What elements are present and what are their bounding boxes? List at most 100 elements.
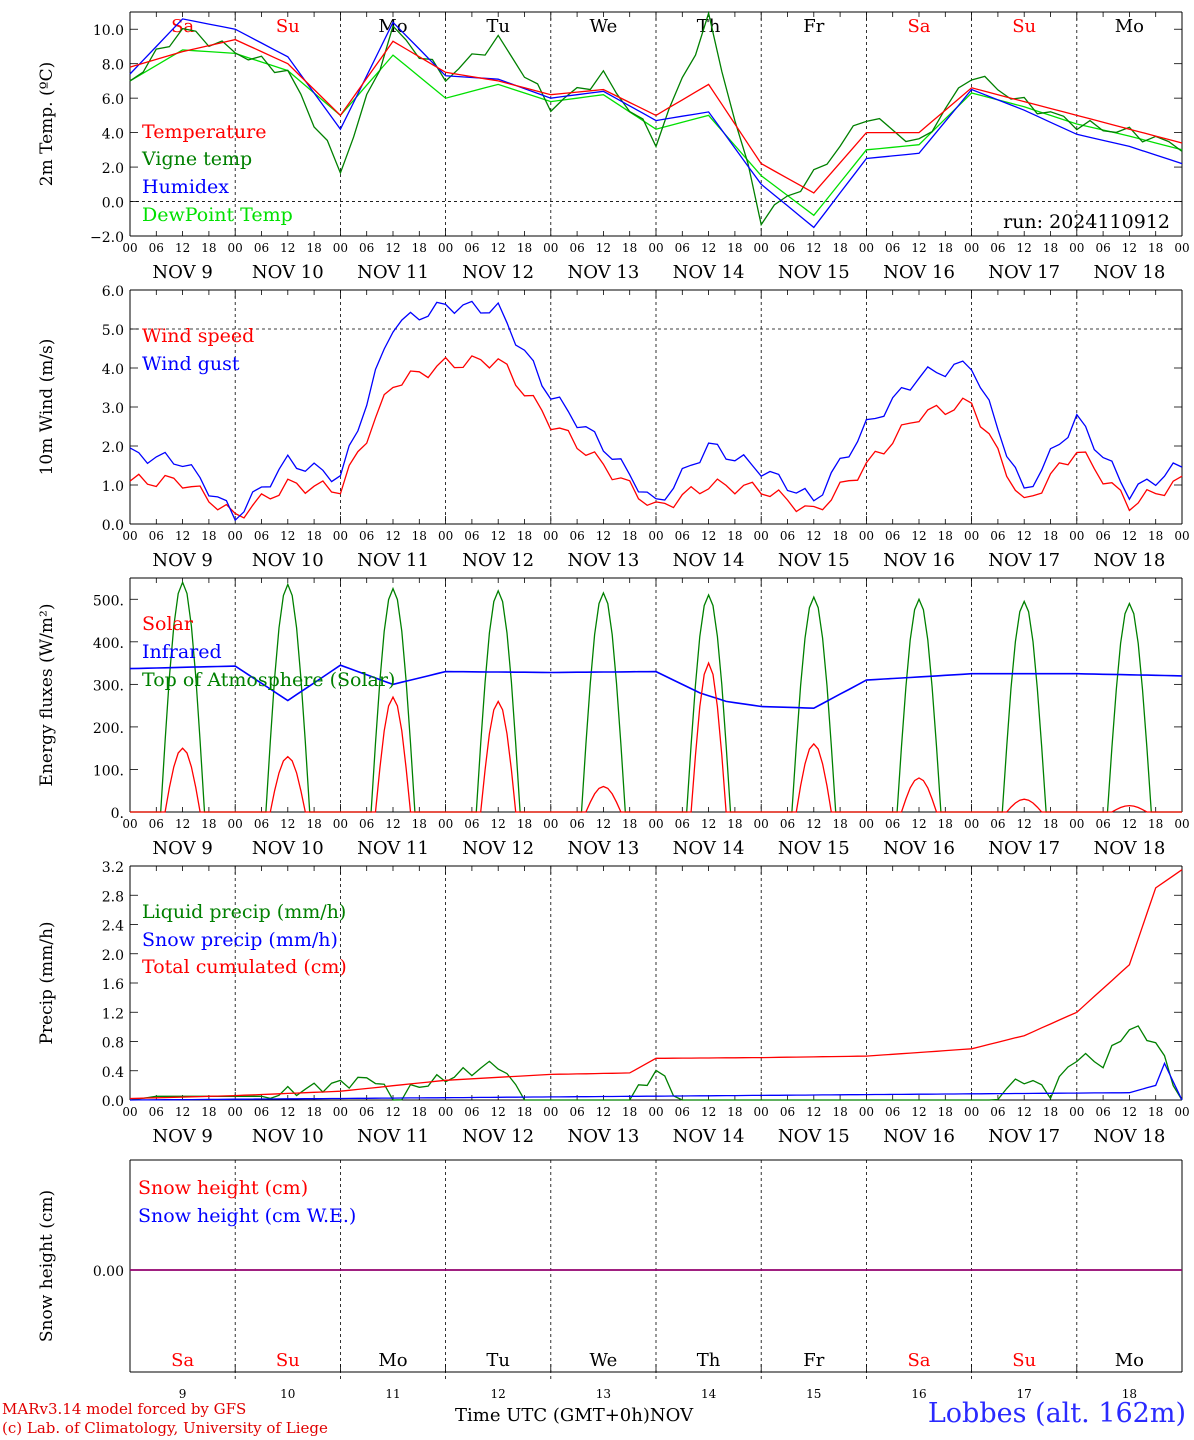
- x-hour-label: 12: [806, 817, 821, 831]
- x-date-label: NOV 11: [357, 1126, 429, 1147]
- x-hour-label: 00: [333, 529, 348, 543]
- weekday-label: Fr: [803, 16, 824, 37]
- x-hour-label: 18: [306, 529, 321, 543]
- x-hour-label: 12: [1122, 1105, 1137, 1119]
- x-hour-label: 12: [280, 241, 295, 255]
- x-hour-label: 12: [175, 241, 190, 255]
- x-hour-label: 00: [228, 1105, 243, 1119]
- x-date-label: NOV 18: [1093, 838, 1165, 859]
- legend-entry: Wind speed: [142, 325, 254, 347]
- weekday-label: Mo: [1115, 1350, 1144, 1371]
- series-line-solar: [130, 661, 1182, 813]
- x-hour-label: 12: [701, 817, 716, 831]
- x-hour-label: 00: [1069, 529, 1084, 543]
- x-hour-label: 12: [596, 241, 611, 255]
- day-number-label: 10: [280, 1387, 295, 1401]
- x-hour-label: 18: [1043, 241, 1058, 255]
- x-hour-label: 00: [1069, 817, 1084, 831]
- x-hour-label: 18: [306, 1105, 321, 1119]
- x-hour-label: 12: [491, 817, 506, 831]
- x-hour-label: 00: [964, 241, 979, 255]
- x-date-label: NOV 12: [462, 262, 534, 283]
- x-hour-label: 18: [517, 529, 532, 543]
- x-hour-label: 18: [938, 1105, 953, 1119]
- legend-entry: Snow precip (mm/h): [142, 929, 338, 951]
- y-tick-label: 4.0: [102, 362, 124, 378]
- x-hour-label: 00: [754, 241, 769, 255]
- x-date-label: NOV 9: [152, 838, 212, 859]
- x-hour-label: 06: [675, 1105, 690, 1119]
- y-axis-label: Snow height (cm): [37, 1190, 57, 1342]
- x-hour-label: 18: [201, 1105, 216, 1119]
- x-hour-label: 18: [517, 241, 532, 255]
- x-hour-label: 12: [175, 817, 190, 831]
- x-date-label: NOV 12: [462, 1126, 534, 1147]
- x-hour-label: 12: [911, 1105, 926, 1119]
- y-axis-label: 10m Wind (m/s): [37, 339, 57, 476]
- x-hour-label: 00: [1174, 529, 1189, 543]
- x-hour-label: 12: [1017, 817, 1032, 831]
- x-hour-label: 18: [306, 241, 321, 255]
- x-hour-label: 06: [464, 241, 479, 255]
- x-hour-label: 18: [622, 1105, 637, 1119]
- x-hour-label: 00: [228, 529, 243, 543]
- x-hour-label: 00: [122, 1105, 137, 1119]
- x-hour-label: 12: [911, 529, 926, 543]
- x-date-label: NOV 16: [883, 1126, 955, 1147]
- x-hour-label: 00: [1174, 1105, 1189, 1119]
- series-line-total-cumulated-cm-: [129, 869, 1183, 1100]
- y-tick-label: 2.0: [102, 948, 124, 964]
- day-number-label: 13: [596, 1387, 611, 1401]
- x-hour-label: 06: [885, 241, 900, 255]
- x-hour-label: 00: [859, 529, 874, 543]
- x-hour-label: 18: [1148, 529, 1163, 543]
- x-hour-label: 18: [727, 529, 742, 543]
- x-hour-label: 00: [543, 1105, 558, 1119]
- x-hour-label: 18: [517, 817, 532, 831]
- x-date-label: NOV 16: [883, 550, 955, 571]
- x-date-label: NOV 14: [673, 550, 745, 571]
- y-axis-label: Energy fluxes (W/m²): [37, 604, 57, 787]
- series-line-dewpoint-temp: [129, 49, 1183, 217]
- x-date-label: NOV 14: [673, 1126, 745, 1147]
- x-hour-label: 18: [201, 241, 216, 255]
- y-tick-label: 2.0: [102, 161, 124, 177]
- x-hour-label: 06: [990, 817, 1005, 831]
- x-date-label: NOV 13: [567, 1126, 639, 1147]
- x-hour-label: 06: [1095, 1105, 1110, 1119]
- day-number-label: 14: [701, 1387, 717, 1401]
- y-tick-label: 1.0: [102, 479, 124, 495]
- weekday-label: Su: [276, 16, 300, 37]
- x-date-label: NOV 17: [988, 550, 1060, 571]
- series-line-wind-gust: [129, 300, 1183, 522]
- x-date-label: NOV 9: [152, 550, 212, 571]
- series-line-infrared: [129, 664, 1183, 710]
- y-tick-label: 400.: [93, 636, 124, 652]
- x-hour-label: 18: [412, 817, 427, 831]
- x-hour-label: 18: [412, 529, 427, 543]
- x-hour-label: 06: [464, 1105, 479, 1119]
- x-hour-label: 18: [517, 1105, 532, 1119]
- x-hour-label: 06: [149, 241, 164, 255]
- day-number-label: 9: [179, 1387, 187, 1401]
- x-hour-label: 12: [701, 529, 716, 543]
- y-tick-label: 8.0: [102, 58, 124, 74]
- x-hour-label: 00: [648, 817, 663, 831]
- x-date-label: NOV 15: [778, 550, 850, 571]
- day-number-label: 11: [385, 1387, 400, 1401]
- x-date-label: NOV 17: [988, 1126, 1060, 1147]
- x-hour-label: 06: [359, 1105, 374, 1119]
- x-hour-label: 18: [832, 241, 847, 255]
- x-hour-label: 06: [885, 529, 900, 543]
- y-tick-label: 10.0: [93, 23, 124, 39]
- x-hour-label: 12: [491, 1105, 506, 1119]
- y-tick-label: 500.: [93, 593, 124, 609]
- x-hour-label: 12: [175, 529, 190, 543]
- x-hour-label: 00: [122, 241, 137, 255]
- x-date-label: NOV 9: [152, 262, 212, 283]
- x-date-label: NOV 16: [883, 838, 955, 859]
- day-number-label: 17: [1017, 1387, 1032, 1401]
- x-hour-label: 06: [675, 817, 690, 831]
- x-hour-label: 00: [964, 817, 979, 831]
- x-hour-label: 06: [359, 241, 374, 255]
